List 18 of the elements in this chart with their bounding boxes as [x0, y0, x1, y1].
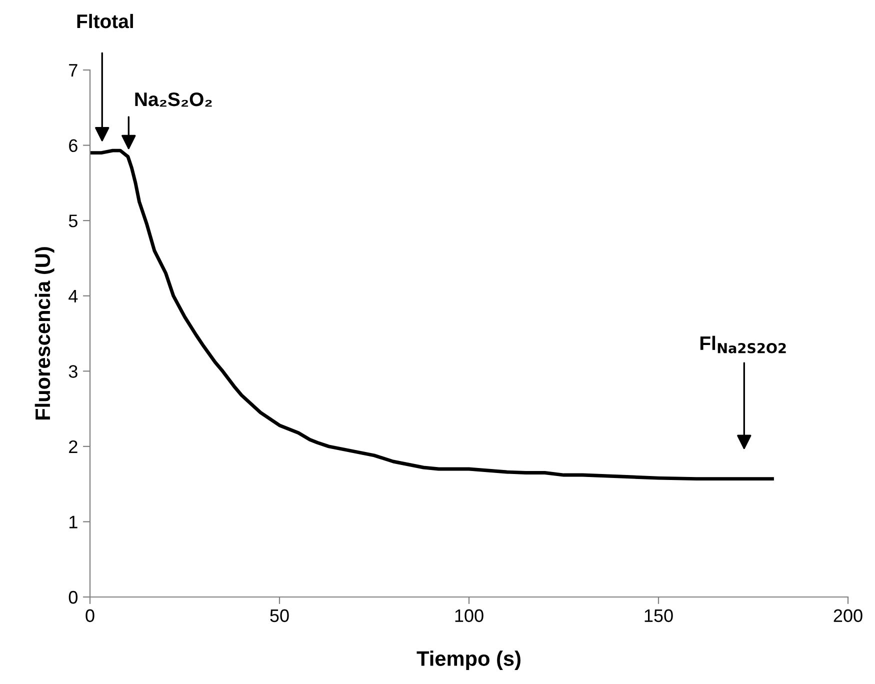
y-tick-label: 7 — [69, 64, 78, 77]
annotation: Na₂S₂O₂ — [135, 92, 212, 107]
y-tick-label: 4 — [68, 290, 78, 302]
y-tick-label: 1 — [70, 516, 78, 528]
y-tick-label: 2 — [69, 440, 78, 453]
x-tick-label: 0 — [86, 609, 94, 622]
x-tick-label: 200 — [834, 609, 862, 622]
x-axis-title: Tiempo (s) — [416, 650, 520, 670]
y-tick-label: 5 — [68, 214, 78, 228]
annotation: Fl$_{Na2S2O2}$ — [700, 336, 786, 354]
y-axis-title: Fluorescencia (U) — [34, 247, 54, 420]
y-tick-label: 6 — [69, 139, 78, 152]
text: Fltotal — [77, 14, 133, 28]
y-tick-label: 0 — [68, 590, 78, 604]
x-tick-label: 150 — [644, 609, 673, 622]
y-tick-label: 3 — [68, 365, 78, 378]
x-tick-label: 100 — [455, 609, 484, 622]
x-tick-label: 50 — [270, 609, 289, 622]
